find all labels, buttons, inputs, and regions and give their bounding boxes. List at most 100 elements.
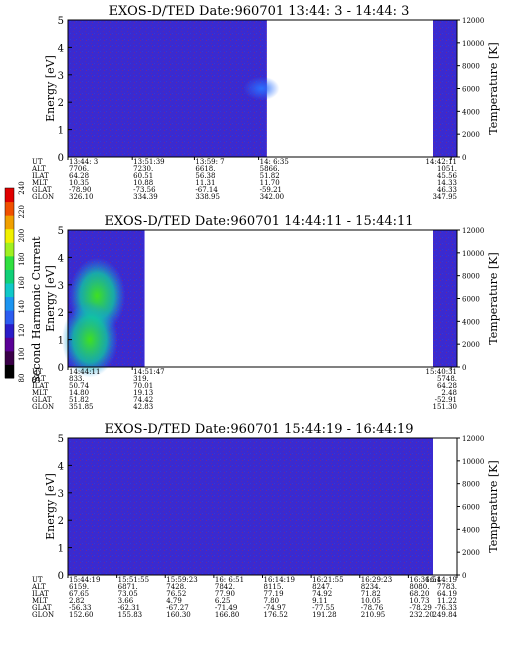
table-cell: 5866.: [260, 165, 280, 173]
y-tick-label: 3: [58, 281, 64, 292]
table-cell: 13:59: 7: [195, 158, 224, 166]
table-cell: 73.05: [118, 590, 138, 598]
table-cell: 15:51:55: [118, 576, 149, 584]
table-cell: -59.21: [260, 186, 282, 194]
strip-gap: [430, 20, 433, 157]
table-cell: -78.76: [361, 604, 384, 612]
table-cell: 16:21:55: [312, 576, 343, 584]
y-tick-label: 1: [58, 544, 64, 555]
colorbar-tick-label: 200: [18, 229, 26, 242]
colorbar-segment: [5, 269, 14, 284]
temperature-strip: [433, 230, 457, 367]
table-cell: 15:59:23: [166, 576, 197, 584]
table-cell: 152.60: [69, 611, 94, 619]
row-label: UT: [32, 158, 43, 166]
table-cell: 14: 6:35: [260, 158, 289, 166]
y-tick-label: 3: [58, 71, 64, 82]
table-cell: 10.35: [69, 179, 89, 187]
table-cell: 833.: [69, 375, 85, 383]
table-cell: 77.90: [215, 590, 235, 598]
table-cell: 191.28: [312, 611, 337, 619]
table-cell: 4.79: [166, 597, 182, 605]
y-tick-label: 5: [58, 226, 64, 237]
colorbar-tick-label: 160: [18, 276, 26, 289]
y-tick-label: 5: [58, 434, 64, 445]
row-label: ALT: [31, 375, 46, 383]
table-cell: 64.19: [437, 590, 457, 598]
right-tick-label: 0: [462, 154, 466, 162]
colorbar-segment: [5, 350, 14, 365]
table-cell: 19.13: [133, 389, 153, 397]
colorbar-segment: [5, 228, 14, 243]
colorbar-tick-label: 180: [18, 253, 26, 266]
colorbar-segment: [5, 337, 14, 352]
table-cell: 74.42: [133, 396, 153, 404]
table-cell: 210.95: [361, 611, 386, 619]
heatmap-region: [68, 438, 433, 575]
table-cell: 76.52: [166, 590, 186, 598]
colorbar-tick-label: 140: [18, 300, 26, 313]
row-label: ILAT: [32, 172, 49, 180]
table-cell: 7428.: [166, 583, 186, 591]
table-cell: 155.83: [118, 611, 143, 619]
row-label: ILAT: [32, 382, 49, 390]
table-cell: 249.84: [433, 611, 458, 619]
colorbar-segment: [5, 310, 14, 325]
panel-1: EXOS-D/TED Date:960701 13:44: 3 - 14:44:…: [31, 4, 500, 201]
right-tick-label: 6000: [462, 86, 480, 94]
table-cell: 8247.: [312, 583, 332, 591]
table-cell: 51.82: [260, 172, 280, 180]
colorbar-segment: [5, 215, 14, 230]
heatmap-region: [68, 20, 267, 157]
table-cell: 6.25: [215, 597, 231, 605]
right-tick-label: 8000: [462, 63, 480, 71]
table-cell: 9.11: [312, 597, 328, 605]
colorbar-tick-label: 100: [18, 348, 26, 361]
table-cell: 68.20: [409, 590, 429, 598]
table-cell: 15:40:31: [426, 368, 457, 376]
table-cell: -73.56: [133, 186, 156, 194]
table-cell: 342.00: [260, 193, 285, 201]
right-tick-label: 12000: [462, 435, 484, 443]
table-cell: 71.82: [361, 590, 381, 598]
table-cell: 42.83: [133, 403, 153, 411]
panel-3: EXOS-D/TED Date:960701 15:44:19 - 16:44:…: [31, 422, 500, 619]
y-tick-label: 0: [58, 571, 64, 582]
colorbar-label: Second Harmonic Current: [30, 236, 43, 384]
colorbar-segment: [5, 201, 14, 216]
row-label: GLON: [32, 403, 54, 411]
right-tick-label: 10000: [462, 250, 484, 258]
colorbar-tick-label: 120: [18, 324, 26, 337]
row-label: GLAT: [32, 186, 52, 194]
panel-title: EXOS-D/TED Date:960701 14:44:11 - 15:44:…: [104, 214, 413, 229]
table-cell: 334.39: [133, 193, 158, 201]
table-cell: 166.80: [215, 611, 240, 619]
table-cell: 16:44:19: [426, 576, 457, 584]
row-label: UT: [32, 368, 43, 376]
y-tick-label: 3: [58, 489, 64, 500]
row-label: MLT: [32, 597, 48, 605]
table-cell: 8080.: [409, 583, 429, 591]
table-cell: -52.91: [435, 396, 457, 404]
table-cell: 14.80: [69, 389, 89, 397]
table-cell: 46.33: [437, 186, 457, 194]
y-tick-label: 2: [58, 98, 64, 109]
empty-region: [266, 20, 433, 157]
right-tick-label: 0: [462, 572, 466, 580]
right-tick-label: 6000: [462, 296, 480, 304]
table-cell: 77.19: [264, 590, 284, 598]
right-tick-label: 10000: [462, 40, 484, 48]
table-cell: -67.27: [166, 604, 188, 612]
table-cell: 11.31: [195, 179, 215, 187]
colorbar-tick-label: 220: [18, 205, 26, 218]
table-cell: 1051.: [437, 165, 457, 173]
table-cell: 338.95: [195, 193, 220, 201]
right-tick-label: 12000: [462, 17, 484, 25]
right-tick-label: 8000: [462, 273, 480, 281]
colorbar-segment: [5, 188, 14, 203]
y-axis-label: Energy [eV]: [44, 265, 57, 332]
table-cell: 2.48: [441, 389, 457, 397]
table-cell: 6871.: [118, 583, 138, 591]
colorbar-segment: [5, 283, 14, 298]
table-cell: 319.: [133, 375, 149, 383]
